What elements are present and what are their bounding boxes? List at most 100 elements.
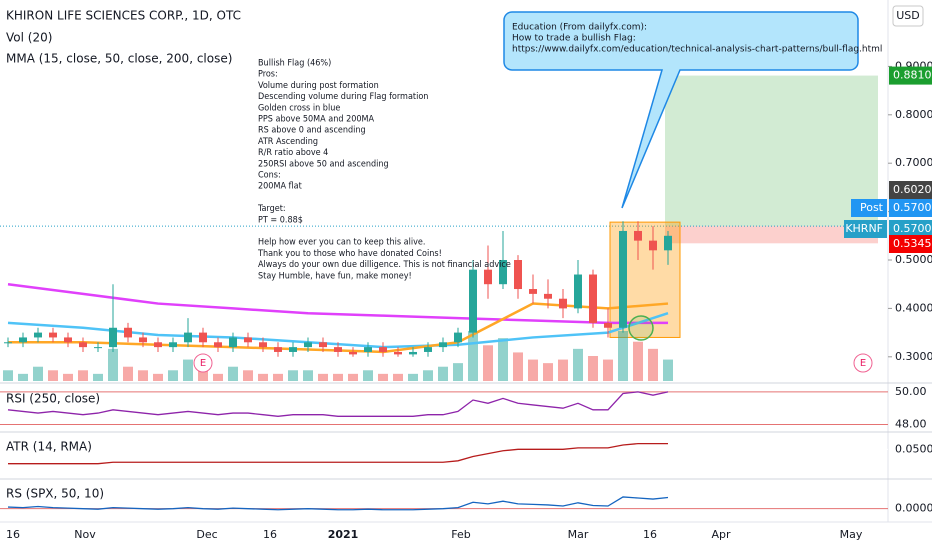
- volume-bar: [468, 331, 478, 381]
- y-tick-label: 0.0500: [895, 442, 932, 455]
- price-tag-name-bg: [844, 220, 887, 238]
- note-line: Descending volume during Flag formation: [258, 92, 428, 102]
- note-line: Pros:: [258, 70, 278, 80]
- volume-bar: [33, 366, 43, 381]
- candle-body: [319, 342, 327, 348]
- price-tag-name: KHRNF: [845, 222, 883, 235]
- candle-body: [304, 342, 312, 348]
- currency-button[interactable]: [892, 5, 924, 27]
- price-tag-label: 0.5700: [893, 222, 932, 235]
- note-line: Target:: [257, 204, 286, 214]
- volume-bar: [288, 370, 298, 381]
- volume-bar: [588, 356, 598, 381]
- note-line: Help how ever you can to keep this alive…: [258, 238, 425, 248]
- y-tick-label: 0.0000: [895, 502, 932, 515]
- earnings-label: E: [860, 358, 866, 369]
- candle-body: [379, 347, 387, 352]
- pane-label: RSI (250, close): [6, 392, 100, 406]
- indicator-label: Vol (20): [6, 31, 52, 45]
- candle-body: [289, 347, 297, 352]
- candle-body: [484, 269, 492, 285]
- x-tick-label: 16: [6, 528, 20, 541]
- note-line: Volume during post formation: [258, 81, 379, 91]
- currency[interactable]: USD: [896, 9, 920, 22]
- volume-bar: [663, 359, 673, 381]
- candle-body: [154, 342, 162, 348]
- main-pane: [0, 75, 888, 381]
- volume-bar: [333, 373, 343, 381]
- note-line: Stay Humble, have fun, make money!: [258, 271, 412, 281]
- y-tick-label: 50.00: [895, 385, 927, 398]
- note-line: PPS above 50MA and 200MA: [258, 115, 375, 125]
- candle-body: [469, 269, 477, 333]
- candle-body: [139, 337, 147, 343]
- y-tick-label: 48.00: [895, 417, 927, 430]
- volume-bar: [273, 373, 283, 381]
- pane-label: RS (SPX, 50, 10): [6, 487, 104, 501]
- price-tag-label: 0.8810: [893, 69, 932, 82]
- price-tag-label: 0.5700: [893, 201, 932, 214]
- price-tag: [889, 181, 932, 199]
- chart-title: KHIRON LIFE SCIENCES CORP., 1D, OTC: [6, 9, 241, 23]
- candle-body: [109, 327, 117, 348]
- candle-body: [619, 230, 627, 328]
- note-line: ATR Ascending: [258, 137, 318, 147]
- callout-line: How to trade a bullish Flag:: [512, 34, 636, 44]
- y-tick-label: 0.8000: [895, 108, 932, 121]
- note-line: Golden cross in blue: [258, 103, 340, 113]
- volume-bar: [543, 363, 553, 381]
- price-tag: [889, 220, 932, 238]
- moving-average: [8, 302, 669, 354]
- volume-bar: [423, 370, 433, 381]
- candle-body: [124, 327, 132, 338]
- volume-bar: [3, 370, 13, 381]
- candle-body: [199, 332, 207, 343]
- volume-bar: [93, 373, 103, 381]
- price-tag-name-bg: [851, 199, 887, 217]
- candle-body: [574, 274, 582, 309]
- volume-bar: [123, 366, 133, 381]
- indicator-label: MMA (15, close, 50, close, 200, close): [6, 52, 232, 66]
- note-line: Cons:: [258, 171, 281, 181]
- candle-body: [94, 347, 102, 349]
- volume-bar: [483, 345, 493, 381]
- x-tick-label: Apr: [711, 528, 731, 541]
- volume-bar: [108, 348, 118, 381]
- candle-body: [454, 332, 462, 343]
- volume-bar: [393, 373, 403, 381]
- candle-body: [649, 240, 657, 251]
- callout-line: Education (From dailyfx.com):: [512, 23, 647, 33]
- highlight-circle: [628, 315, 654, 341]
- pane-label: ATR (14, RMA): [6, 440, 92, 454]
- earnings-label: E: [200, 358, 206, 369]
- volume-bar: [648, 348, 658, 381]
- candle-body: [184, 332, 192, 343]
- price-tag: [889, 199, 932, 217]
- indicator-line: [8, 442, 668, 465]
- x-tick-label: Nov: [74, 528, 96, 541]
- volume-bar: [558, 359, 568, 381]
- indicator-line: [7, 496, 669, 511]
- moving-average: [7, 312, 669, 349]
- candle-body: [349, 351, 357, 355]
- price-tag-label: 0.6020: [893, 183, 932, 196]
- candle-body: [634, 230, 642, 241]
- volume-bar: [498, 338, 508, 381]
- candle-body: [589, 274, 597, 323]
- volume-bar: [573, 348, 583, 381]
- callout: [503, 11, 859, 209]
- note-line: 250RSI above 50 and ascending: [258, 159, 389, 169]
- indicator-line: [7, 391, 669, 417]
- candle-body: [499, 260, 507, 285]
- callout-line: https://www.dailyfx.com/education/techni…: [512, 45, 882, 55]
- x-tick-label: 16: [643, 528, 657, 541]
- price-tag: [889, 235, 932, 253]
- candle-body: [244, 337, 252, 343]
- volume-bar: [18, 373, 28, 381]
- volume-bar: [198, 370, 208, 381]
- x-tick-label: Dec: [196, 528, 217, 541]
- candle-body: [604, 322, 612, 328]
- candle-body: [559, 298, 567, 309]
- volume-bar: [78, 370, 88, 381]
